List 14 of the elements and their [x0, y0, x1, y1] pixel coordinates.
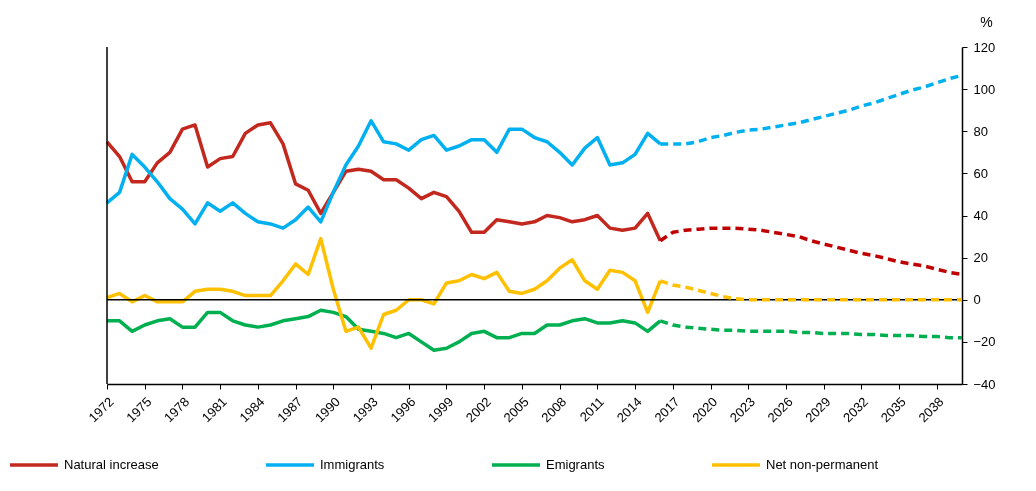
y-tick-label: 120: [973, 39, 996, 55]
y-tick-label: 40: [973, 208, 988, 223]
y-axis-title: %: [980, 13, 993, 30]
y-tick-label: 20: [973, 250, 988, 266]
y-tick-label: 80: [973, 123, 988, 139]
y-tick-label: 100: [973, 81, 996, 97]
legend-label: Net non-permanent: [766, 457, 879, 472]
y-tick-label: −40: [973, 376, 996, 392]
y-tick-label: 60: [973, 165, 988, 181]
y-tick-label: 0: [973, 292, 981, 308]
legend-label: Emigrants: [546, 457, 606, 472]
legend-label: Immigrants: [320, 457, 385, 472]
legend-label: Natural increase: [64, 457, 159, 472]
y-tick-label: −20: [973, 334, 996, 350]
